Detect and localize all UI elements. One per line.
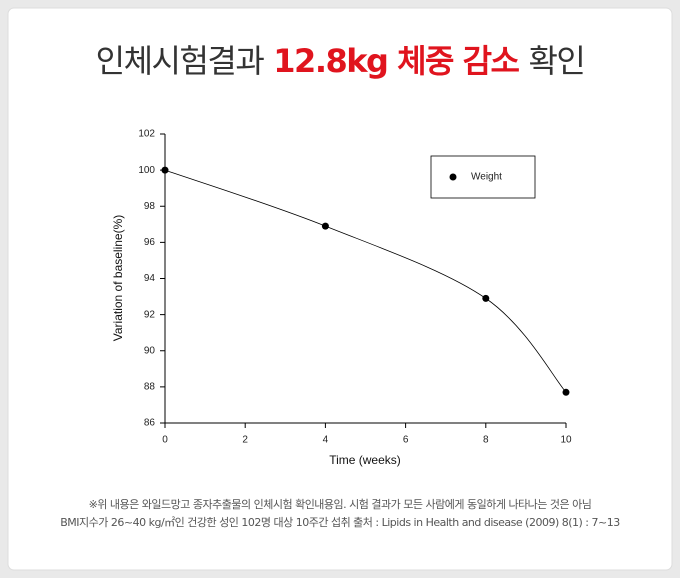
y-tick-label: 88 bbox=[144, 382, 156, 393]
point bbox=[321, 222, 329, 230]
title-suffix: 확인 bbox=[528, 42, 584, 80]
x-tick-label: 6 bbox=[403, 435, 409, 446]
x-tick-label: 0 bbox=[162, 435, 168, 446]
y-tick-label: 96 bbox=[144, 237, 156, 248]
footnote: BMI지수가 26~40 kg/㎡인 건강한 성인 102명 대상 10주간 섭… bbox=[60, 516, 620, 529]
title-prefix: 인체시험결과 bbox=[96, 42, 265, 80]
title: 인체시험결과 12.8kg 체중 감소 확인 bbox=[96, 42, 585, 80]
card-bg bbox=[7, 7, 673, 571]
line bbox=[164, 169, 567, 393]
x-tick-label: 8 bbox=[483, 435, 489, 446]
y-tick-label: 86 bbox=[144, 418, 156, 429]
point bbox=[161, 166, 169, 174]
point bbox=[562, 388, 570, 396]
x-tick-label: 4 bbox=[323, 435, 329, 446]
x-tick-label: 2 bbox=[242, 435, 248, 446]
legend-label: Weight bbox=[471, 172, 502, 183]
footnote: ※위 내용은 와일드망고 종자추출물의 인체시험 확인내용임. 시험 결과가 모… bbox=[89, 497, 592, 511]
y-axis-label: Variation of baseline(%) bbox=[111, 215, 125, 342]
y-tick-label: 94 bbox=[144, 273, 156, 284]
y-tick-label: 102 bbox=[138, 129, 155, 140]
y-tick-label: 90 bbox=[144, 345, 156, 356]
legend-box bbox=[430, 155, 536, 199]
y-tick-label: 98 bbox=[144, 201, 156, 212]
x-axis-label: Time (weeks) bbox=[329, 453, 401, 467]
y-tick-label: 100 bbox=[138, 165, 155, 176]
title-highlight: 12.8kg 체중 감소 bbox=[273, 42, 519, 80]
legend-marker bbox=[449, 173, 457, 181]
x-tick-label: 10 bbox=[560, 435, 572, 446]
y-tick-label: 92 bbox=[144, 309, 156, 320]
point bbox=[482, 294, 490, 302]
